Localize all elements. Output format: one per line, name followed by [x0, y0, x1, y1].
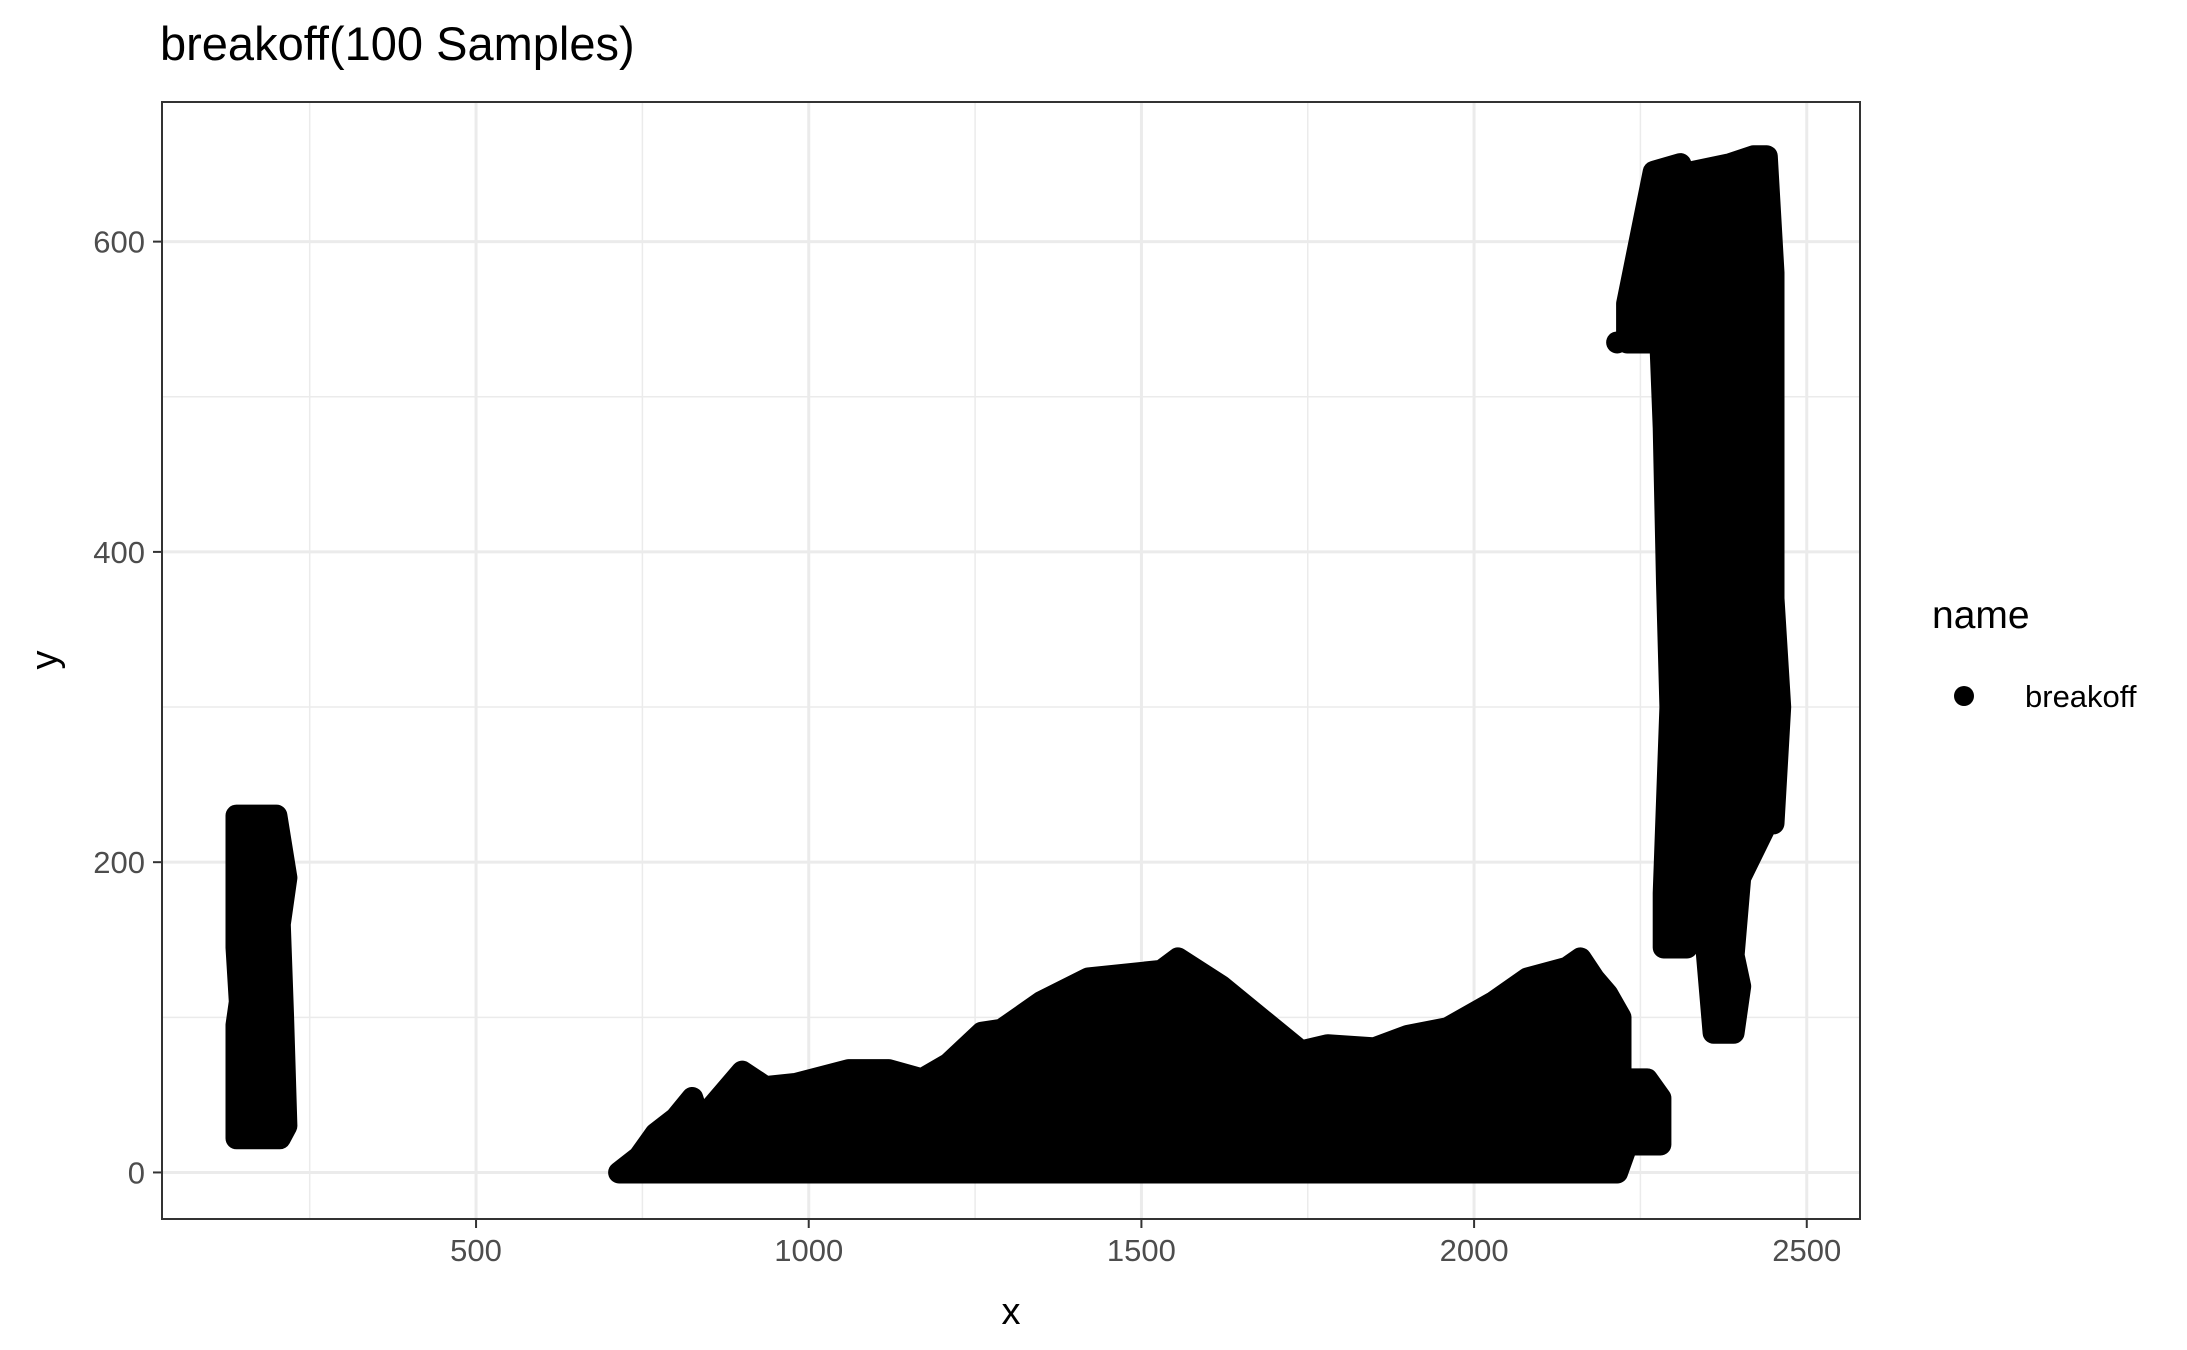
y-tick-label: 600	[93, 225, 145, 260]
x-tick-label: 500	[450, 1233, 502, 1268]
data-layer	[225, 145, 1792, 1184]
x-axis: 500 1000 1500 2000 2500	[450, 1219, 1841, 1268]
y-tick-label: 400	[93, 535, 145, 570]
plot-border	[161, 101, 1861, 1220]
x-tick-label: 1000	[774, 1233, 843, 1268]
y-tick-label: 200	[93, 845, 145, 880]
x-axis-title: x	[1002, 1291, 1021, 1333]
legend-key-breakoff	[1954, 686, 1974, 706]
y-tick-label: 0	[128, 1155, 145, 1190]
x-tick-label: 2000	[1440, 1233, 1509, 1268]
data-point	[1606, 331, 1629, 354]
x-tick-label: 2500	[1772, 1233, 1841, 1268]
chart-title: breakoff(100 Samples)	[160, 17, 635, 70]
y-axis-title: y	[24, 651, 66, 670]
x-tick-label: 1500	[1107, 1233, 1176, 1268]
data-point	[1719, 944, 1742, 967]
point-cluster	[1682, 145, 1792, 1044]
point-cluster	[608, 947, 1672, 1184]
legend-title: name	[1932, 594, 2030, 637]
y-axis: 0 200 400 600	[93, 225, 162, 1190]
legend-label-breakoff: breakoff	[2025, 679, 2137, 714]
point-cluster	[225, 804, 298, 1150]
legend: name breakoff	[1932, 594, 2137, 714]
